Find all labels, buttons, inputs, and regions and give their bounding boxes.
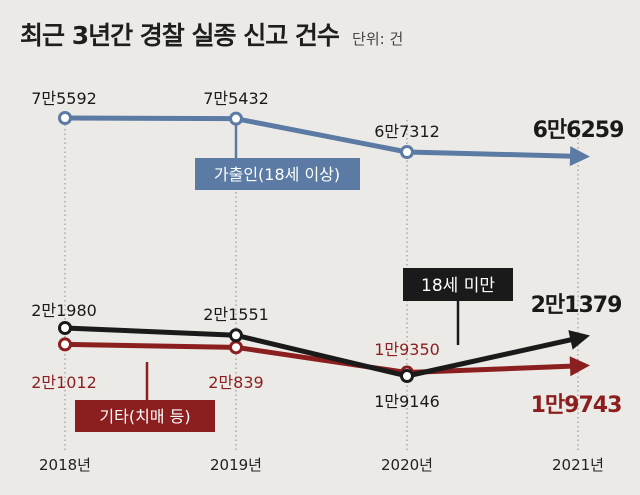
data-point <box>229 111 243 126</box>
chart-title: 최근 3년간 경찰 실종 신고 건수 <box>20 21 340 50</box>
x-tick-label: 2019년 <box>210 456 262 474</box>
data-point <box>400 145 414 159</box>
data-label: 1만9743 <box>531 393 622 418</box>
series-line <box>64 341 579 376</box>
data-label: 2만1980 <box>31 301 97 320</box>
data-label: 2만1012 <box>31 373 97 392</box>
data-label: 6만6259 <box>533 118 624 143</box>
chart-title-block: 최근 3년간 경찰 실종 신고 건수 단위: 건 <box>20 16 403 52</box>
data-label: 6만7312 <box>374 122 440 141</box>
series-callout-box <box>403 268 513 301</box>
data-label: 7만5432 <box>203 89 269 108</box>
data-point <box>58 337 72 352</box>
data-label: 1만9350 <box>374 340 440 359</box>
data-point <box>229 340 243 355</box>
series-name-label: 기타(치매 등) <box>99 407 190 426</box>
data-point <box>400 369 414 383</box>
series-callout-box <box>195 158 360 190</box>
data-point <box>58 321 72 335</box>
data-label: 2만1379 <box>531 293 622 318</box>
series-name-label: 18세 미만 <box>421 276 495 296</box>
data-point <box>229 328 243 343</box>
series-arrowhead <box>569 356 590 377</box>
data-point <box>58 111 72 125</box>
series-arrowhead <box>568 330 590 350</box>
data-label: 7만5592 <box>31 89 97 108</box>
x-tick-label: 2020년 <box>381 456 433 474</box>
data-label: 1만9146 <box>374 392 440 411</box>
x-tick-label: 2021년 <box>552 456 604 474</box>
chart-unit: 단위: 건 <box>352 30 404 48</box>
series-line <box>64 115 579 159</box>
data-label: 2만839 <box>208 373 263 392</box>
series-arrowhead <box>569 146 590 167</box>
series-line <box>64 325 579 379</box>
series-callout-box <box>75 400 215 432</box>
series-name-label: 가출인(18세 이상) <box>214 165 340 184</box>
x-tick-label: 2018년 <box>39 456 91 474</box>
data-label: 2만1551 <box>203 305 269 324</box>
